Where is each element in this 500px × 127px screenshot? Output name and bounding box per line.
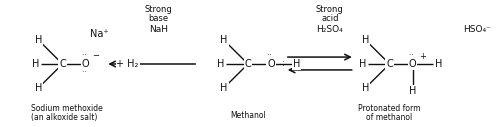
Text: H: H xyxy=(220,83,228,93)
Text: C: C xyxy=(244,59,252,69)
Text: Methanol: Methanol xyxy=(230,111,266,120)
Text: ··: ·· xyxy=(82,68,89,77)
Text: H: H xyxy=(409,86,416,96)
Text: O: O xyxy=(267,59,275,69)
Text: Sodium methoxide: Sodium methoxide xyxy=(30,104,102,113)
Text: Strong: Strong xyxy=(316,5,344,14)
Text: C: C xyxy=(59,59,66,69)
Text: base: base xyxy=(148,14,169,23)
Text: H: H xyxy=(32,59,40,69)
Text: H: H xyxy=(435,59,442,69)
Text: :: : xyxy=(282,59,284,68)
Text: O: O xyxy=(82,59,90,69)
Text: H: H xyxy=(359,59,366,69)
Text: H₂SO₄: H₂SO₄ xyxy=(316,25,343,34)
Text: −: − xyxy=(92,52,99,61)
Text: +: + xyxy=(419,52,426,61)
Text: Na⁺: Na⁺ xyxy=(90,29,108,39)
Text: of methanol: of methanol xyxy=(366,113,412,122)
Text: H: H xyxy=(362,83,370,93)
Text: H: H xyxy=(35,83,42,93)
Text: Strong: Strong xyxy=(144,5,172,14)
Text: HSO₄⁻: HSO₄⁻ xyxy=(464,25,491,34)
Text: H: H xyxy=(293,59,300,69)
Text: ··: ·· xyxy=(409,51,416,60)
Text: O: O xyxy=(408,59,416,69)
Text: H: H xyxy=(220,35,228,45)
Text: NaH: NaH xyxy=(149,25,168,34)
Text: C: C xyxy=(386,59,393,69)
Text: (an alkoxide salt): (an alkoxide salt) xyxy=(30,113,97,122)
Text: ··: ·· xyxy=(82,51,89,60)
Text: H: H xyxy=(35,35,42,45)
Text: Protonated form: Protonated form xyxy=(358,104,421,113)
Text: acid: acid xyxy=(321,14,338,23)
Text: + H₂: + H₂ xyxy=(116,59,138,69)
Text: H: H xyxy=(218,59,225,69)
Text: ··: ·· xyxy=(268,51,274,60)
Text: H: H xyxy=(362,35,370,45)
